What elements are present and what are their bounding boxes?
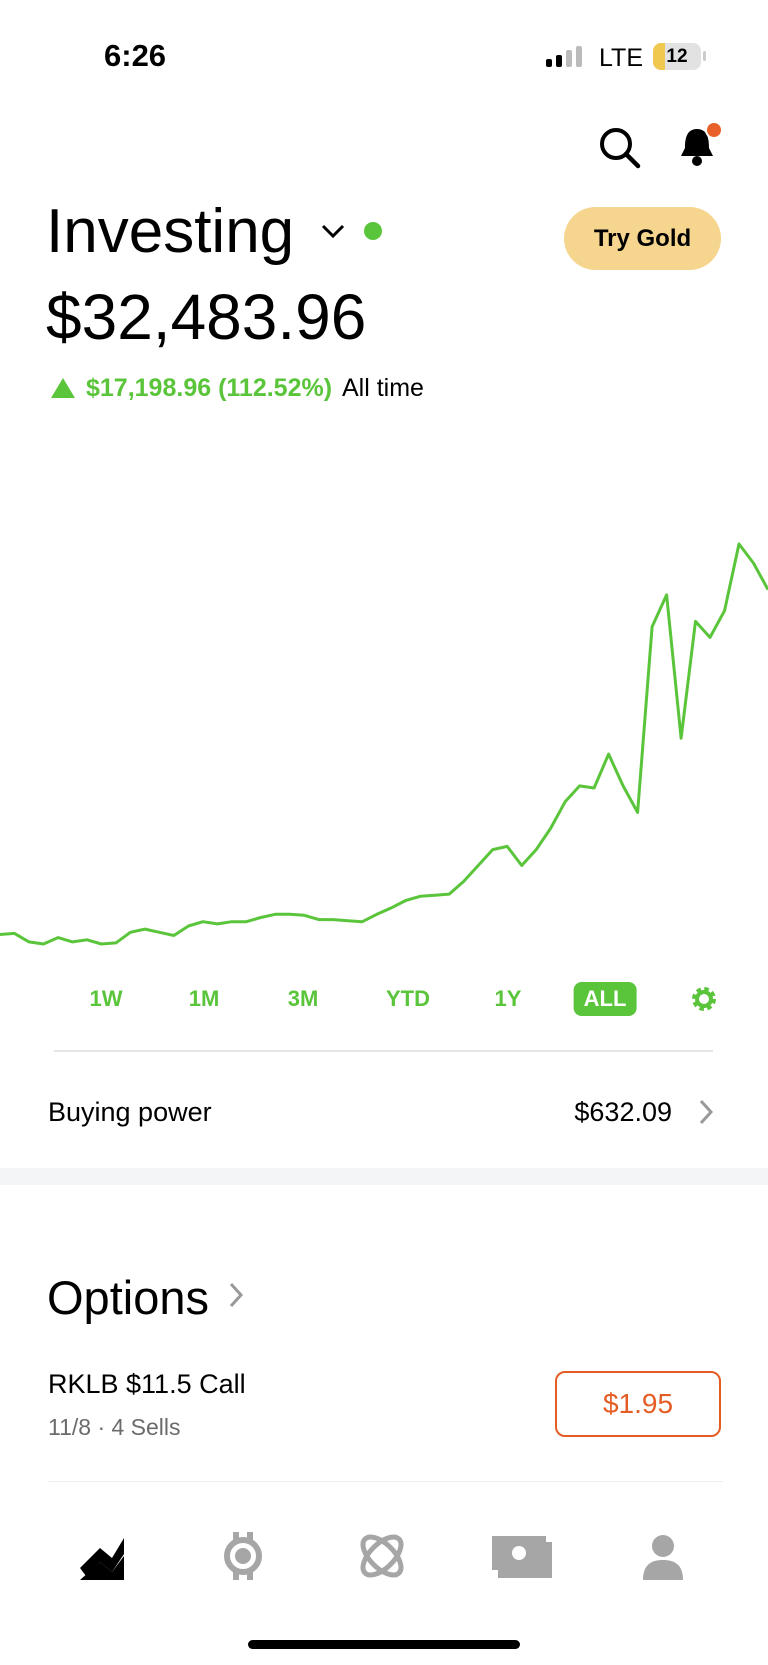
range-button[interactable]: ALL <box>573 982 637 1016</box>
buying-power-chevron[interactable] <box>698 1098 714 1126</box>
battery-tip <box>703 51 706 61</box>
change-period: All time <box>342 374 424 402</box>
range-button[interactable]: 1M <box>188 986 220 1011</box>
tab-cash[interactable] <box>492 1536 552 1578</box>
portfolio-chart <box>0 542 768 946</box>
try-gold-button[interactable]: Try Gold <box>564 207 721 270</box>
options-title[interactable]: Options <box>47 1271 209 1324</box>
portfolio-change: $17,198.96 (112.52%) <box>86 374 333 402</box>
range-button[interactable]: 1W <box>89 986 123 1011</box>
tab-crypto[interactable] <box>224 1532 262 1580</box>
range-button[interactable]: YTD <box>386 986 430 1011</box>
section-separator <box>0 1168 768 1185</box>
range-button[interactable]: 1Y <box>494 986 522 1011</box>
divider <box>48 1481 723 1482</box>
option-detail: 11/8 · 4 Sells <box>48 1414 181 1440</box>
tab-account[interactable] <box>643 1535 683 1580</box>
range-button[interactable]: 3M <box>287 986 319 1011</box>
battery: 12 <box>653 43 701 70</box>
account-title[interactable]: Investing <box>46 197 295 266</box>
home-indicator <box>248 1640 520 1649</box>
tab-bar <box>80 1531 683 1649</box>
search-button[interactable] <box>598 126 642 170</box>
buying-power-value[interactable]: $632.09 <box>574 1097 672 1127</box>
signal-icon <box>546 46 582 67</box>
buying-power-label[interactable]: Buying power <box>48 1097 212 1127</box>
network-label: LTE <box>599 44 643 72</box>
portfolio-value: $32,483.96 <box>46 281 367 353</box>
status-dot <box>364 222 382 240</box>
options-chevron[interactable] <box>228 1280 244 1310</box>
tab-discover[interactable] <box>357 1531 408 1582</box>
account-chevron[interactable] <box>320 222 346 240</box>
option-name[interactable]: RKLB $11.5 Call <box>48 1369 246 1399</box>
up-arrow <box>51 378 75 398</box>
tab-investing[interactable] <box>80 1538 124 1580</box>
portfolio-line <box>0 542 768 946</box>
divider <box>54 1050 713 1052</box>
chart-settings[interactable] <box>690 985 718 1013</box>
option-price-button[interactable]: $1.95 <box>555 1371 721 1437</box>
battery-label: 12 <box>666 46 688 67</box>
notifications-button[interactable] <box>676 120 726 170</box>
status-time: 6:26 <box>104 38 167 73</box>
